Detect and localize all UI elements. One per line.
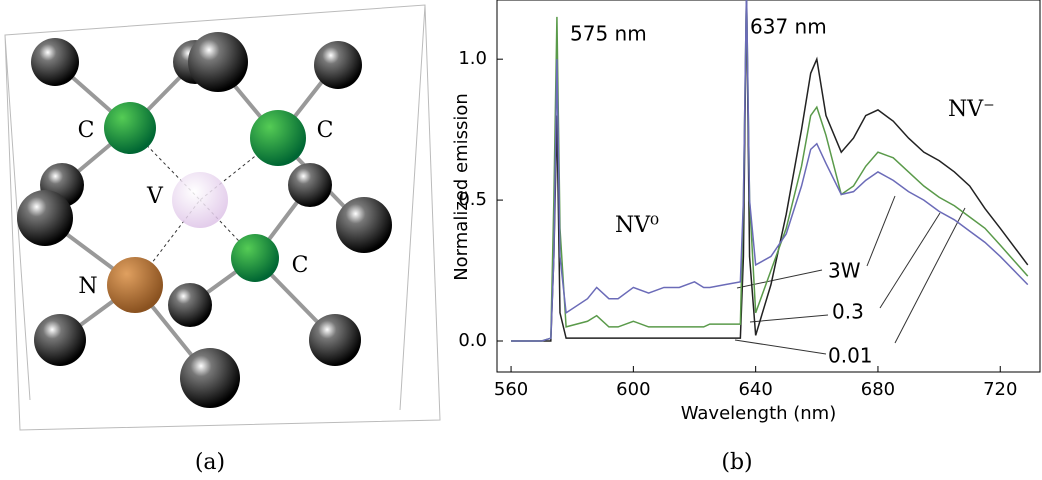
series-label: 0.3 xyxy=(832,300,864,324)
x-tick-label: 560 xyxy=(494,379,528,400)
y-tick-label: 0.5 xyxy=(458,189,487,210)
plot-lines xyxy=(511,0,1029,342)
caption: (b) xyxy=(721,450,752,475)
series-line xyxy=(511,0,1029,342)
x-tick-label: 680 xyxy=(861,379,895,400)
annotation: NV⁰ xyxy=(615,213,659,238)
annotation: 637 nm xyxy=(750,15,827,39)
annotation: 575 nm xyxy=(570,22,647,46)
y-axis-label: Normalized emission xyxy=(451,93,472,281)
atom-label: V xyxy=(146,184,164,209)
atom-label: N xyxy=(78,274,97,299)
atoms xyxy=(17,32,392,408)
leader-lines xyxy=(734,195,966,355)
x-axis-label: Wavelength (nm) xyxy=(681,403,837,424)
y-tick-label: 0.0 xyxy=(458,330,487,351)
plot-frame xyxy=(496,0,1041,373)
x-tick-label: 600 xyxy=(616,379,650,400)
annotation: NV⁻ xyxy=(948,97,995,122)
x-tick-label: 640 xyxy=(738,379,772,400)
y-tick-label: 1.0 xyxy=(458,48,487,69)
caption: (a) xyxy=(195,450,225,475)
series-line xyxy=(511,0,1029,342)
atom-label: C xyxy=(78,118,95,143)
x-tick-label: 720 xyxy=(983,379,1017,400)
atom-label: C xyxy=(292,253,309,278)
crystal-diagram xyxy=(4,4,441,431)
series-label: 0.01 xyxy=(828,344,873,368)
series-line xyxy=(511,0,1029,342)
series-label: 3W xyxy=(828,259,861,283)
atom-label: C xyxy=(317,118,334,143)
